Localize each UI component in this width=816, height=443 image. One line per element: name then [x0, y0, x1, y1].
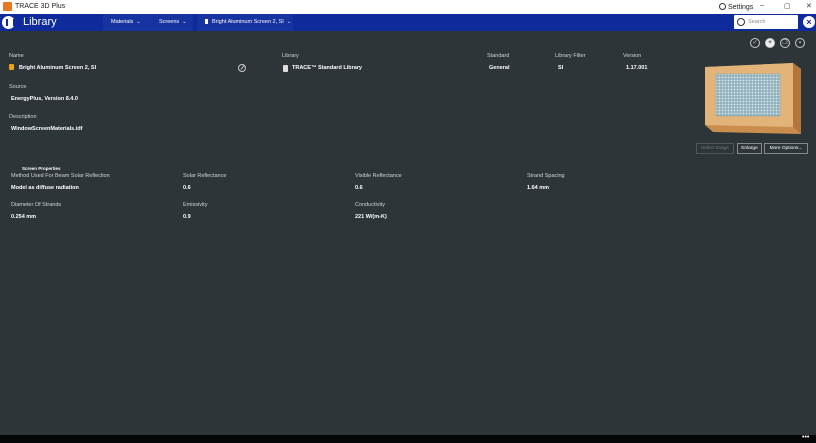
property-value: 1.64 mm [527, 185, 550, 191]
library-icon[interactable] [2, 16, 15, 29]
more-options-button[interactable]: More Options... [764, 143, 808, 154]
library-filter-label: Library Filter [555, 53, 586, 59]
app-icon [3, 2, 12, 11]
standard-value: General [489, 65, 510, 71]
close-icon[interactable]: × [803, 16, 815, 28]
gear-icon [719, 3, 726, 10]
breadcrumb-label: Screens [159, 19, 180, 25]
database-icon [205, 19, 208, 24]
material-preview-image [705, 63, 801, 134]
library-header: Library Materials ⌄ Screens ⌄ Bright Alumi… [0, 14, 816, 31]
status-bar [0, 435, 816, 443]
library-value: TRACE™ Standard Library [292, 65, 362, 71]
version-label: Version [623, 53, 642, 59]
source-label: Source [9, 84, 27, 90]
window-close-button[interactable]: ✕ [806, 3, 812, 10]
source-value: EnergyPlus, Version 8.4.0 [11, 96, 78, 102]
chevron-down-icon: ⌄ [182, 19, 187, 25]
property-label: Emissivity [183, 202, 208, 208]
select-image-button[interactable]: Select Image [696, 143, 734, 154]
check-icon[interactable]: ✓ [750, 38, 760, 48]
property-label: Conductivity [355, 202, 385, 208]
edit-icon[interactable] [238, 64, 246, 72]
property-label: Method Used For Beam Solar Reflection [11, 173, 110, 179]
database-icon [283, 65, 288, 72]
more-menu-button[interactable]: ••• [802, 434, 810, 441]
property-value: 0.6 [183, 185, 191, 191]
property-value: 221 W/(m-K) [355, 214, 387, 220]
library-label: Library [282, 53, 299, 59]
delete-icon[interactable]: ▪ [795, 38, 805, 48]
lock-icon [9, 64, 14, 70]
property-label: Diameter Of Strands [11, 202, 62, 208]
settings-label: Settings [728, 4, 754, 11]
chevron-down-icon: ⌄ [136, 19, 141, 25]
chevron-down-icon: ⌄ [286, 19, 292, 25]
breadcrumb-label: Materials [111, 19, 134, 25]
breadcrumb-label: Bright Aluminum Screen 2, SI [212, 19, 284, 25]
app-title: TRACE 3D Plus [15, 3, 66, 10]
version-value: 1.17.001 [626, 65, 648, 71]
page-title: Library [23, 16, 57, 28]
name-label: Name [9, 53, 24, 59]
name-value: Bright Aluminum Screen 2, SI [19, 65, 97, 71]
screen-properties-title: Screen Properties [22, 166, 61, 171]
property-value: Model as diffuse radiation [11, 185, 79, 191]
description-value: WindowScreenMaterials.idf [11, 126, 83, 132]
minimize-button[interactable]: – [760, 2, 764, 9]
property-value: 0.6 [355, 185, 363, 191]
search-input[interactable]: Search [734, 15, 798, 29]
standard-label: Standard [487, 53, 510, 59]
breadcrumb-screens[interactable]: Screens ⌄ [151, 14, 193, 31]
breadcrumb-materials[interactable]: Materials ⌄ [103, 14, 151, 31]
library-filter-value: SI [558, 65, 564, 71]
maximize-button[interactable]: ▢ [784, 3, 791, 10]
settings-button[interactable]: Settings [719, 3, 753, 11]
breadcrumb-current-item[interactable]: Bright Aluminum Screen 2, SI ⌄ [197, 14, 293, 31]
description-label: Description [9, 114, 37, 120]
property-label: Strand Spacing [527, 173, 565, 179]
property-label: Visible Reflectance [355, 173, 402, 179]
add-icon[interactable]: + [765, 38, 775, 48]
property-label: Solar Reflectance [183, 173, 227, 179]
copy-icon[interactable]: ❐ [780, 38, 790, 48]
window-titlebar: TRACE 3D Plus Settings – ▢ ✕ [0, 0, 816, 14]
enlarge-button[interactable]: Enlarge [737, 143, 762, 154]
property-value: 0.9 [183, 214, 191, 220]
property-value: 0.254 mm [11, 214, 37, 220]
